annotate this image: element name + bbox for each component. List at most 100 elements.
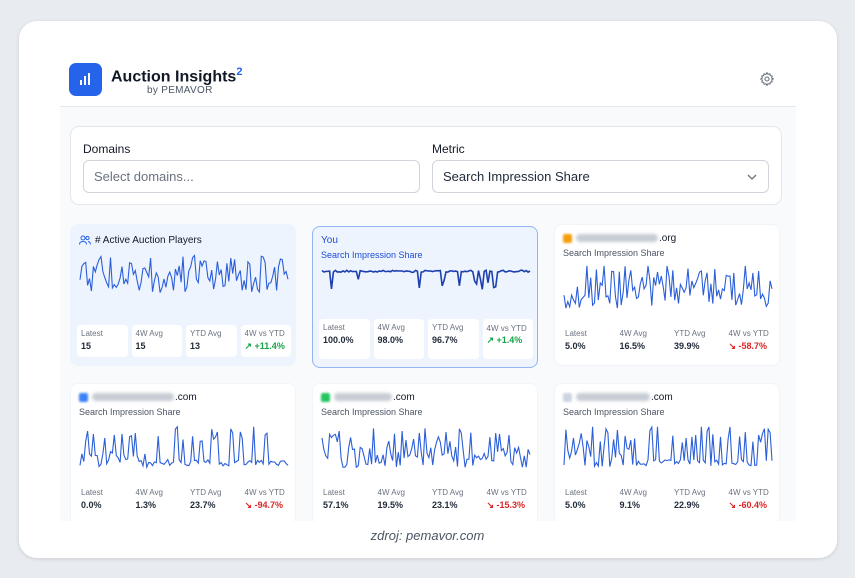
stats-row: Latest 5.0% 4W Avg 9.1% YTD Avg 22.9% 4W vs…: [561, 484, 775, 516]
stat-label: Latest: [81, 329, 103, 338]
stat-ytd-avg: YTD Avg 23.1%: [428, 484, 479, 516]
stat-value: 23.7%: [190, 500, 216, 510]
stat-label: 4W vs YTD: [486, 324, 527, 333]
stat-value: 39.9%: [674, 341, 700, 351]
card-title-text: .com: [393, 392, 415, 403]
sparkline-path: [321, 428, 531, 469]
stat-value: ↗ +11.4%: [244, 341, 285, 351]
stat-label: YTD Avg: [674, 329, 706, 338]
stat-latest: Latest 5.0%: [561, 325, 612, 357]
competitor-card[interactable]: .com Search Impression Share Latest 0.0% …: [70, 383, 296, 521]
stat-4w-avg: 4W Avg 19.5%: [373, 484, 424, 516]
sparkline-chart: [563, 425, 773, 469]
stat-4w-vs-ytd: 4W vs YTD ↘ -60.4%: [724, 484, 775, 516]
favicon-icon: [563, 392, 572, 402]
stat-4w-avg: 4W Avg 15: [131, 325, 182, 357]
stat-latest: Latest 0.0%: [77, 484, 128, 516]
stat-ytd-avg: YTD Avg 96.7%: [428, 319, 479, 359]
chevron-down-icon: [747, 174, 757, 180]
stat-value: 16.5%: [619, 341, 646, 351]
stat-value: ↘ -94.7%: [244, 500, 284, 510]
stat-label: 4W Avg: [135, 329, 163, 338]
stat-ytd-avg: YTD Avg 39.9%: [670, 325, 721, 357]
app-window: Auction Insights2 by PEMAVOR Domains Sel…: [60, 49, 796, 521]
stat-4w-vs-ytd: 4W vs YTD ↗ +11.4%: [240, 325, 291, 357]
card-title-text: # Active Auction Players: [95, 235, 202, 246]
stat-value: 19.5%: [377, 500, 404, 510]
card-title-text: .org: [659, 233, 677, 244]
stat-value: ↘ -60.4%: [728, 500, 768, 510]
stat-label: YTD Avg: [190, 488, 222, 497]
sparkline-path: [321, 269, 531, 290]
card-subtitle: Search Impression Share: [563, 248, 665, 258]
stat-label: Latest: [81, 488, 103, 497]
stat-label: 4W vs YTD: [244, 488, 285, 497]
filter-panel: Domains Select domains... Metric Search …: [70, 126, 782, 205]
stat-label: 4W Avg: [619, 329, 647, 338]
stats-row: Latest 5.0% 4W Avg 16.5% YTD Avg 39.9% 4W v…: [561, 325, 775, 357]
sparkline-path: [79, 425, 289, 470]
stat-latest: Latest 100.0%: [319, 319, 370, 359]
stat-value: 96.7%: [432, 335, 458, 345]
stat-ytd-avg: YTD Avg 23.7%: [186, 484, 237, 516]
redacted-domain: [334, 393, 392, 402]
stat-value: 22.9%: [674, 500, 700, 510]
card-title-text: .com: [651, 392, 673, 403]
favicon-icon: [79, 392, 88, 402]
stat-value: 23.1%: [432, 500, 458, 510]
competitor-card[interactable]: .com Search Impression Share Latest 5.0% …: [554, 383, 780, 521]
card-title: .com: [79, 392, 197, 403]
gear-icon[interactable]: [759, 71, 775, 87]
sparkline-chart: [79, 254, 289, 294]
card-subtitle: Search Impression Share: [79, 407, 181, 417]
stat-value: 5.0%: [565, 500, 586, 510]
domains-select[interactable]: Select domains...: [83, 160, 420, 193]
stat-value: ↘ -58.7%: [728, 341, 768, 351]
card-title: .org: [563, 233, 676, 244]
domains-label: Domains: [83, 142, 131, 156]
favicon-icon: [321, 392, 330, 402]
card-subtitle: Search Impression Share: [321, 250, 423, 260]
stat-label: 4W vs YTD: [486, 488, 527, 497]
stats-row: Latest 15 4W Avg 15 YTD Avg 13 4W vs YTD ↗ +…: [77, 325, 291, 357]
stat-label: Latest: [323, 323, 345, 332]
redacted-domain: [92, 393, 174, 402]
app-title-sup: 2: [236, 66, 243, 78]
stat-value: 98.0%: [377, 335, 404, 345]
stat-label: YTD Avg: [432, 488, 464, 497]
stat-value: 0.0%: [81, 500, 102, 510]
card-title: # Active Auction Players: [79, 235, 202, 246]
stat-label: 4W Avg: [135, 488, 163, 497]
stat-4w-vs-ytd: 4W vs YTD ↘ -94.7%: [240, 484, 291, 516]
stat-4w-avg: 4W Avg 98.0%: [373, 319, 424, 359]
redacted-domain: [576, 234, 658, 243]
stat-value: ↗ +1.4%: [486, 335, 523, 345]
favicon-icon: [563, 233, 572, 243]
card-title: .com: [321, 392, 415, 403]
sparkline-chart: [321, 428, 531, 469]
stat-4w-vs-ytd: 4W vs YTD ↗ +1.4%: [482, 319, 533, 359]
card-subtitle: Search Impression Share: [563, 407, 665, 417]
stat-label: YTD Avg: [432, 323, 464, 332]
bar-chart-logo-icon: [69, 63, 102, 96]
competitor-card[interactable]: .com Search Impression Share Latest 57.1%…: [312, 383, 538, 521]
users-icon: [79, 235, 91, 245]
metric-label: Metric: [432, 142, 465, 156]
stat-label: YTD Avg: [190, 329, 222, 338]
competitor-card[interactable]: .org Search Impression Share Latest 5.0% …: [554, 224, 780, 366]
metric-select[interactable]: Search Impression Share: [432, 160, 769, 193]
card-title: You: [321, 235, 338, 246]
stat-value: 15: [135, 341, 146, 351]
stat-4w-vs-ytd: 4W vs YTD ↘ -58.7%: [724, 325, 775, 357]
you-card[interactable]: You Search Impression Share Latest 100.0%…: [312, 226, 538, 368]
sparkline-chart: [321, 269, 531, 290]
stat-latest: Latest 57.1%: [319, 484, 370, 516]
stat-ytd-avg: YTD Avg 13: [186, 325, 237, 357]
active-players-card[interactable]: # Active Auction Players Latest 15 4W Avg…: [70, 224, 296, 366]
stat-value: 57.1%: [323, 500, 349, 510]
stat-4w-avg: 4W Avg 9.1%: [615, 484, 666, 516]
app-title: Auction Insights2: [111, 66, 243, 86]
stats-row: Latest 0.0% 4W Avg 1.3% YTD Avg 23.7% 4W vs…: [77, 484, 291, 516]
sparkline-path: [563, 265, 773, 309]
stat-value: 1.3%: [135, 500, 157, 510]
